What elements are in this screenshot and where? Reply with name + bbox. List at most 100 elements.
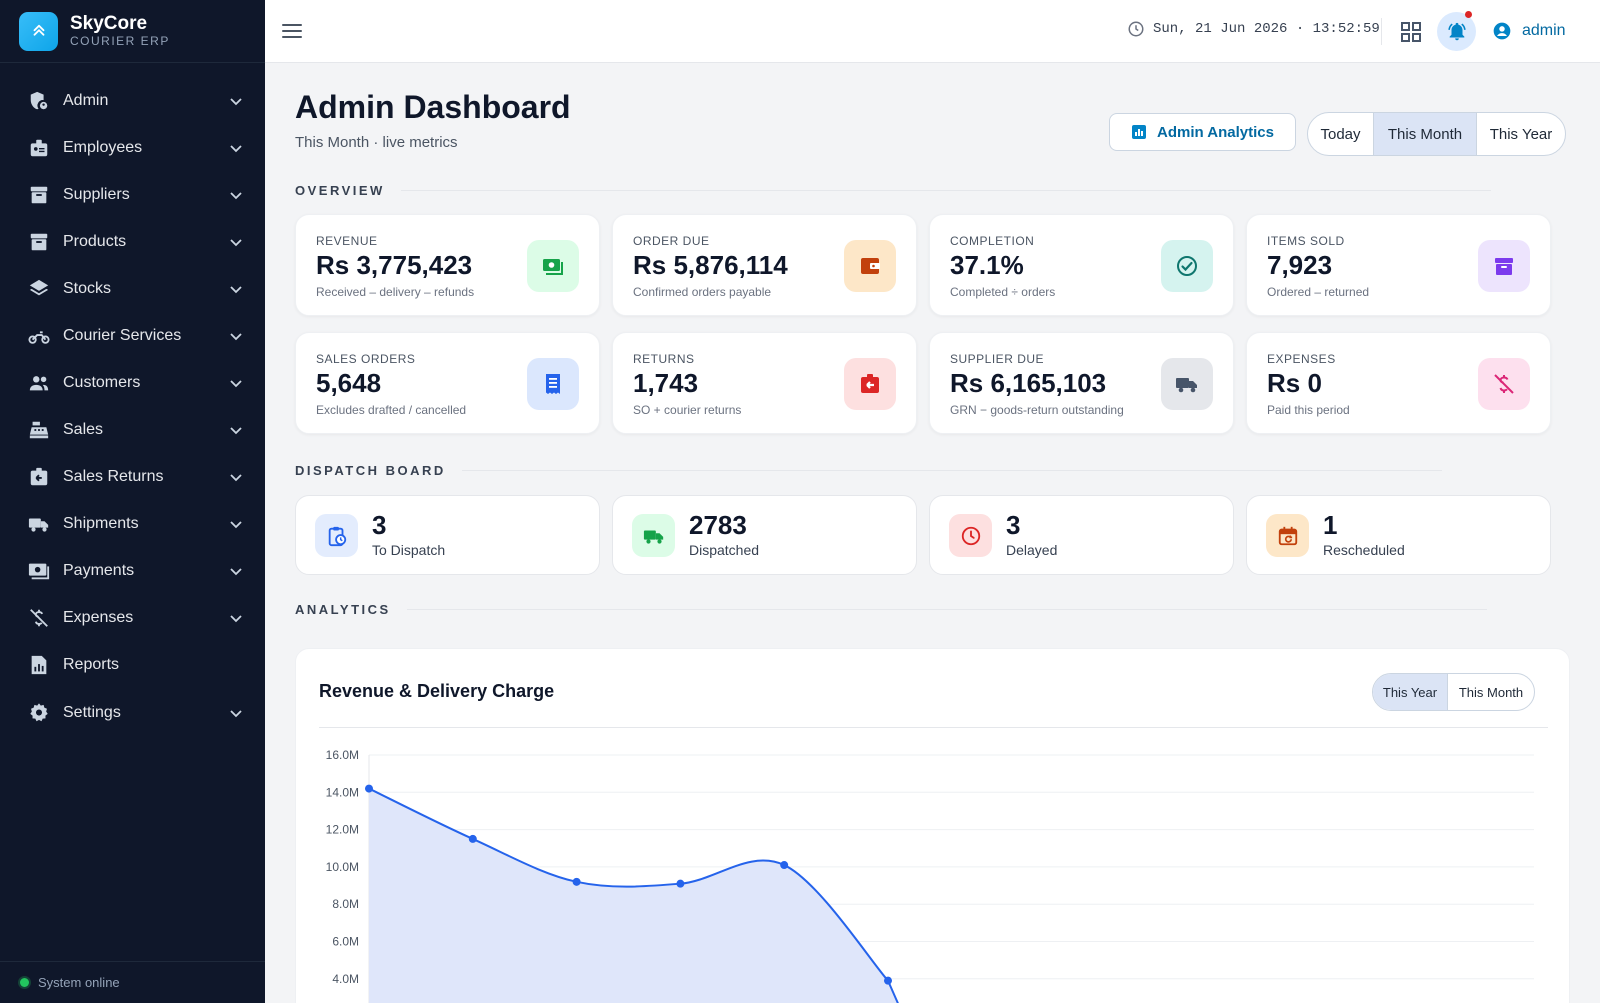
dispatch-card-rescheduled[interactable]: 1 Rescheduled (1246, 495, 1551, 575)
dispatch-card-dispatched[interactable]: 2783 Dispatched (612, 495, 917, 575)
chevron-down-icon (230, 709, 242, 717)
report-icon (31, 655, 47, 675)
dispatch-card-to-dispatch[interactable]: 3 To Dispatch (295, 495, 600, 575)
data-point (365, 784, 373, 793)
kpi-card-expenses: EXPENSES Rs 0 Paid this period (1246, 332, 1551, 434)
truck-icon (1176, 378, 1197, 393)
range-today[interactable]: Today (1308, 113, 1374, 155)
sidebar-item-employees[interactable]: Employees (0, 124, 265, 171)
y-tick-label: 6.0M (332, 935, 359, 949)
kpi-icon (1161, 358, 1213, 410)
section-divider (461, 470, 1442, 471)
truck-icon (643, 530, 663, 544)
sidebar-item-admin[interactable]: Admin (0, 77, 265, 124)
sidebar-item-products[interactable]: Products (0, 218, 265, 265)
return-icon (861, 374, 879, 393)
dispatch-card-delayed[interactable]: 3 Delayed (929, 495, 1234, 575)
cash-register-icon (27, 418, 51, 442)
y-tick-label: 16.0M (326, 748, 359, 762)
kpi-label: SUPPLIER DUE (950, 352, 1045, 366)
sidebar-item-sales[interactable]: Sales (0, 406, 265, 453)
chart-title: Revenue & Delivery Charge (319, 681, 555, 701)
chart-range-this-month[interactable]: This Month (1458, 684, 1524, 700)
kpi-label: ITEMS SOLD (1267, 234, 1345, 248)
chevron-down-icon (230, 473, 242, 481)
users-icon (29, 375, 49, 390)
kpi-subtext: GRN − goods-return outstanding (950, 403, 1124, 417)
sidebar-item-suppliers[interactable]: Suppliers (0, 171, 265, 218)
chart-range-this-year[interactable]: This Year (1373, 674, 1448, 710)
dispatch-label: Delayed (1006, 542, 1058, 558)
kpi-subtext: Excludes drafted / cancelled (316, 403, 467, 417)
status-dot (20, 978, 29, 987)
shield-user-icon (30, 91, 48, 109)
chevron-down-icon (230, 238, 242, 246)
money-icon (28, 563, 50, 579)
chevron-down-icon (230, 332, 242, 340)
sidebar-item-shipments[interactable]: Shipments (0, 500, 265, 547)
sidebar-item-label: Employees (63, 138, 143, 156)
kpi-card-revenue: REVENUE Rs 3,775,423 Received – delivery –… (295, 214, 600, 316)
data-point (468, 834, 477, 843)
calendar-refresh-icon (1278, 526, 1297, 545)
menu-icon[interactable] (282, 22, 304, 40)
archive-box-icon (27, 183, 51, 207)
kpi-value: Rs 5,876,114 (633, 250, 788, 280)
sidebar-item-label: Admin (63, 91, 109, 109)
sidebar-item-courier-services[interactable]: Courier Services (0, 312, 265, 359)
cash-register-icon (29, 421, 49, 438)
section-overview-label: OVERVIEW (295, 183, 385, 198)
sidebar-item-payments[interactable]: Payments (0, 547, 265, 594)
kpi-value: Rs 0 (1267, 368, 1322, 398)
sidebar-item-expenses[interactable]: Expenses (0, 594, 265, 641)
brand[interactable]: SkyCore COURIER ERP (0, 0, 265, 63)
sidebar-item-reports[interactable]: Reports (0, 641, 265, 689)
chevron-down-icon (230, 614, 242, 622)
kpi-icon (527, 358, 579, 410)
kpi-card-returns: RETURNS 1,743 SO + courier returns (612, 332, 917, 434)
box-icon (27, 230, 51, 254)
sidebar-item-settings[interactable]: Settings (0, 689, 265, 736)
sidebar-item-label: Products (63, 232, 127, 250)
layers-icon (29, 279, 49, 295)
kpi-icon (1478, 358, 1530, 410)
sidebar: SkyCore COURIER ERP Admin Employees Suppli… (0, 0, 265, 1003)
kpi-icon (844, 240, 896, 292)
sidebar-item-sales-returns[interactable]: Sales Returns (0, 453, 265, 500)
revenue-chart-card: Revenue & Delivery Charge This Year This… (295, 648, 1570, 1003)
section-divider (400, 190, 1491, 191)
truck-icon (28, 518, 49, 532)
kpi-subtext: Paid this period (1267, 403, 1350, 417)
admin-analytics-button[interactable]: Admin Analytics (1109, 113, 1296, 151)
brand-name: SkyCore (70, 13, 148, 34)
sidebar-item-label: Sales (63, 420, 104, 438)
chevron-down-icon (230, 285, 242, 293)
sidebar-item-customers[interactable]: Customers (0, 359, 265, 406)
y-tick-label: 8.0M (332, 897, 359, 911)
sidebar-item-label: Courier Services (63, 326, 182, 344)
apps-grid-icon[interactable] (1400, 21, 1422, 43)
motorcycle-icon (27, 324, 51, 348)
user-menu[interactable]: admin (1492, 21, 1566, 41)
archive-box-icon (30, 186, 48, 203)
money-icon (27, 559, 51, 583)
kpi-subtext: Confirmed orders payable (633, 285, 772, 299)
layers-icon (27, 277, 51, 301)
range-this-year[interactable]: This Year (1489, 125, 1553, 143)
y-tick-label: 12.0M (326, 823, 359, 837)
kpi-card-sales-orders: SALES ORDERS 5,648 Excludes drafted / canc… (295, 332, 600, 434)
y-tick-label: 10.0M (326, 860, 359, 874)
return-box-icon (27, 465, 51, 489)
kpi-value: 1,743 (633, 368, 699, 398)
sidebar-item-stocks[interactable]: Stocks (0, 265, 265, 312)
kpi-card-items-sold: ITEMS SOLD 7,923 Ordered – returned (1246, 214, 1551, 316)
no-money-icon (30, 608, 48, 627)
kpi-icon (844, 358, 896, 410)
chevron-down-icon (230, 379, 242, 387)
section-analytics-label: ANALYTICS (295, 602, 391, 617)
sidebar-item-label: Settings (63, 703, 121, 721)
range-this-month[interactable]: This Month (1374, 113, 1477, 155)
notifications-button[interactable] (1437, 12, 1476, 51)
sidebar-item-label: Reports (63, 656, 120, 673)
kpi-subtext: Received – delivery – refunds (316, 285, 475, 299)
